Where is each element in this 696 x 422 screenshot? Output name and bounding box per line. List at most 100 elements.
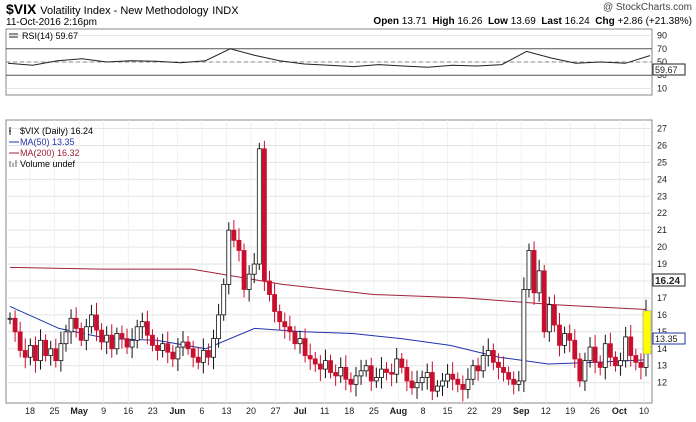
candle-body (582, 360, 588, 382)
date-tick-label: Oct (612, 406, 627, 416)
rsi-legend: RSI(14) 59.67 (22, 31, 78, 41)
candle-body (434, 385, 440, 392)
date-tick-label: 19 (565, 406, 575, 416)
price-tick-label: 27 (657, 123, 667, 133)
candle-body (562, 333, 567, 346)
candle-body (419, 377, 425, 384)
candle-body (333, 372, 339, 377)
candle-body (450, 373, 456, 380)
ma200-legend: MA(200) 16.32 (20, 148, 80, 158)
symbol-name: Volatility Index - New Methodology (40, 5, 209, 17)
candle-body (190, 348, 196, 358)
candle-body (180, 341, 186, 348)
candle-body (292, 331, 298, 345)
candle-body (22, 350, 28, 358)
candle-body (27, 344, 33, 358)
candle-body (231, 229, 237, 241)
candle-body (592, 346, 598, 363)
price-tick-label: 23 (657, 191, 667, 201)
price-tick-label: 17 (657, 293, 667, 303)
candle-body (613, 356, 618, 367)
date-tick-label: 8 (420, 406, 425, 416)
candle-body (272, 294, 277, 312)
price-panel-frame (5, 119, 653, 404)
date-tick-label: 13 (221, 406, 231, 416)
date-axis: 18 25 May 9 16 23 Jun 6 13 20 27 Jul 11 18 25 Aug 8 15 22 2… (25, 406, 649, 416)
last-candle-highlight (642, 310, 652, 355)
ma50-legend: MA(50) 13.35 (20, 137, 75, 147)
candle-body (73, 317, 79, 329)
candle-body (567, 333, 573, 341)
candle-body (150, 334, 155, 346)
date-tick-label: May (70, 406, 88, 416)
price-tick-label: 12 (657, 378, 667, 388)
candle-body (43, 339, 49, 356)
volume-legend-icon (9, 160, 17, 167)
candle-body (460, 383, 466, 390)
date-tick-label: 29 (492, 406, 502, 416)
candle-body (480, 355, 486, 372)
candle-body (68, 317, 74, 333)
date-tick-label: 18 (25, 406, 35, 416)
candle-body (348, 378, 354, 385)
date-tick-label: 23 (148, 406, 158, 416)
chart-header: $VIX Volatility Index - New Methodology … (0, 0, 696, 30)
price-legend-icon (9, 127, 11, 135)
candle-body (175, 346, 181, 360)
volume-legend: Volume undef (20, 159, 76, 169)
rsi-tick-label: 70 (657, 44, 667, 54)
candle-body (211, 338, 216, 358)
candle-body (618, 360, 623, 367)
candle-body (139, 321, 145, 328)
candle-body (282, 321, 288, 328)
date-tick-label: 12 (541, 406, 551, 416)
candle-body (455, 378, 461, 385)
candle-body (170, 351, 176, 360)
last-value: 16.24 (564, 16, 590, 27)
candle-body (465, 378, 471, 390)
candle-body (587, 346, 593, 362)
candle-body (597, 361, 603, 368)
candle-body (12, 317, 18, 333)
candle-body (267, 280, 272, 295)
candle-body (399, 358, 405, 368)
candle-body (577, 358, 583, 382)
candle-body (541, 270, 547, 333)
candle-body (424, 372, 430, 378)
candle-body (490, 350, 496, 363)
ma200-line (9, 266, 647, 310)
price-legend: $VIX (Daily) 16.24 MA(50) 13.35 MA(200) … (9, 126, 93, 169)
rsi-tick-label: 90 (657, 31, 667, 41)
candle-body (363, 365, 369, 372)
candle-body (155, 344, 160, 351)
rsi-tick-label: 10 (657, 83, 667, 93)
quote-stats: Open 13.71 High 16.26 Low 13.69 Last 16.… (373, 16, 692, 27)
candle-body (277, 311, 283, 323)
candle-body (633, 355, 639, 363)
price-panel: 12 13 14 15 16 17 18 19 20 21 22 23 24 25 26 27 18 25 May… (5, 119, 686, 416)
candle-body (256, 148, 262, 265)
price-tick-label: 26 (657, 140, 667, 150)
high-label: High (432, 16, 455, 27)
date-tick-label: 11 (320, 406, 329, 416)
candles (7, 140, 649, 402)
low-value: 13.69 (510, 16, 536, 27)
chg-value: +2.86 (+21.38%) (617, 16, 693, 27)
chg-label: Chg (595, 16, 615, 27)
ma50-tag-box (652, 332, 686, 345)
high-value: 16.26 (457, 16, 483, 27)
candle-body (287, 326, 293, 333)
candle-body (195, 356, 201, 363)
date-tick-label: Jul (294, 406, 307, 416)
rsi-line (7, 48, 651, 68)
candle-body (572, 339, 578, 360)
candle-body (328, 360, 333, 373)
candle-body (552, 304, 557, 326)
rsi-last-tag-text: 59.67 (655, 65, 678, 75)
ma50-tag-text: 13.35 (655, 334, 678, 344)
candle-body (124, 338, 130, 348)
candle-body (165, 343, 171, 353)
date-tick-label: 10 (639, 406, 649, 416)
last-price-tag: 16.24 (652, 273, 686, 287)
